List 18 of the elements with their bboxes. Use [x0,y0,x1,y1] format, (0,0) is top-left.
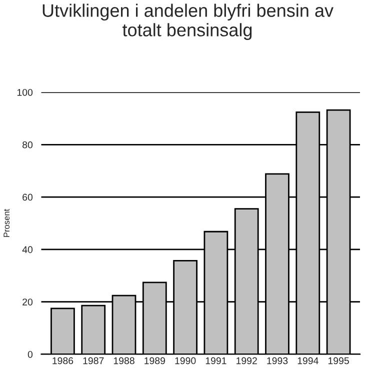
y-tick-label: 0 [28,350,33,358]
x-tick-label: 1991 [206,357,226,364]
y-tick-label: 20 [22,298,33,306]
x-tick-label: 1994 [298,357,318,364]
y-tick-label: 100 [17,88,33,96]
x-tick-label: 1989 [144,357,166,364]
chart-title: Utviklingen i andelen blyfri bensin av totalt bensinsalg [42,4,334,40]
y-tick-label: 40 [22,246,33,254]
x-tick-label: 1988 [114,357,134,364]
x-tick-label: 1986 [52,357,74,364]
x-tick-label: 1990 [175,357,196,364]
y-axis-title: Prosent [4,208,10,237]
x-tick-label: 1993 [267,357,288,364]
x-tick-label: 1987 [83,357,104,364]
y-tick-label: 80 [22,141,33,148]
y-tick-label: 60 [22,194,33,201]
x-tick-label: 1995 [328,357,349,364]
x-tick-label: 1992 [236,357,257,364]
